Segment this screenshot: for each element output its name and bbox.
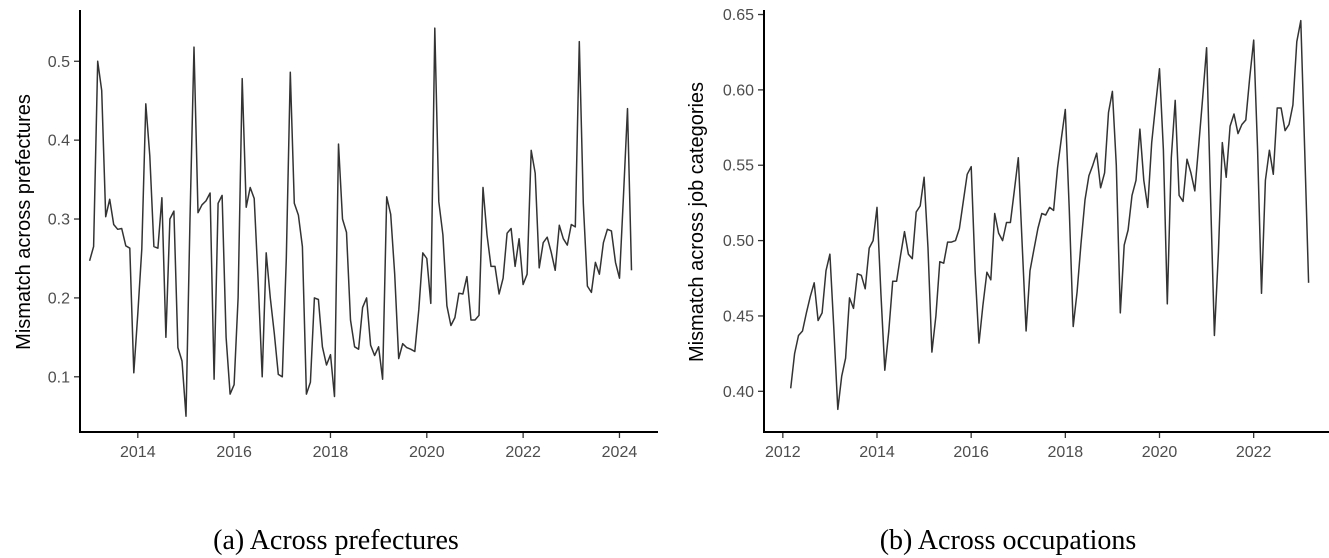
b-y-tick-label: 0.50 — [723, 233, 754, 250]
b-x-tick-label: 2018 — [1048, 444, 1084, 461]
b-x-tick-label: 2022 — [1236, 444, 1272, 461]
a-y-tick-label: 0.1 — [48, 369, 70, 386]
a-x-tick-label: 2020 — [409, 444, 445, 461]
a-y-tick-label: 0.2 — [48, 290, 70, 307]
b-y-axis-title: Mismatch across job categories — [686, 82, 708, 362]
b-x-axis-ticks: 2012 2014 2016 2018 2020 2022 — [765, 432, 1272, 461]
a-y-tick-label: 0.4 — [48, 133, 70, 150]
b-x-tick-label: 2016 — [953, 444, 989, 461]
b-series-line — [789, 19, 1310, 411]
b-y-tick-label: 0.45 — [723, 308, 754, 325]
panel-a-prefectures: 0.1 0.2 0.3 0.4 0.5 2014 2016 2018 2020 2022 2024… — [13, 10, 658, 556]
a-caption: (a) Across prefectures — [213, 525, 459, 556]
a-y-tick-label: 0.3 — [48, 212, 70, 229]
b-x-tick-label: 2012 — [765, 444, 801, 461]
a-y-axis-title: Mismatch across prefectures — [13, 94, 35, 350]
a-x-axis-ticks: 2014 2016 2018 2020 2022 2024 — [120, 432, 637, 461]
a-y-tick-label: 0.5 — [48, 54, 70, 71]
a-series-line — [88, 27, 633, 417]
a-x-tick-label: 2022 — [505, 444, 541, 461]
b-y-tick-label: 0.60 — [723, 82, 754, 99]
a-x-tick-label: 2024 — [602, 444, 638, 461]
b-y-tick-label: 0.55 — [723, 158, 754, 175]
b-x-tick-label: 2020 — [1142, 444, 1178, 461]
b-y-tick-label: 0.65 — [723, 7, 754, 24]
panel-b-occupations: 0.400.450.500.550.600.65 2012 2014 2016 201… — [686, 7, 1329, 556]
b-y-axis-ticks: 0.40 0.45 0.50 0.55 0.60 0.65 — [723, 7, 764, 401]
b-caption: (b) Across occupations — [880, 525, 1137, 556]
a-y-axis-ticks: 0.1 0.2 0.3 0.4 0.5 — [48, 54, 80, 386]
a-x-tick-label: 2016 — [216, 444, 252, 461]
b-x-tick-label: 2014 — [859, 444, 895, 461]
a-x-tick-label: 2018 — [313, 444, 349, 461]
b-y-tick-label: 0.40 — [723, 384, 754, 401]
a-x-tick-label: 2014 — [120, 444, 156, 461]
